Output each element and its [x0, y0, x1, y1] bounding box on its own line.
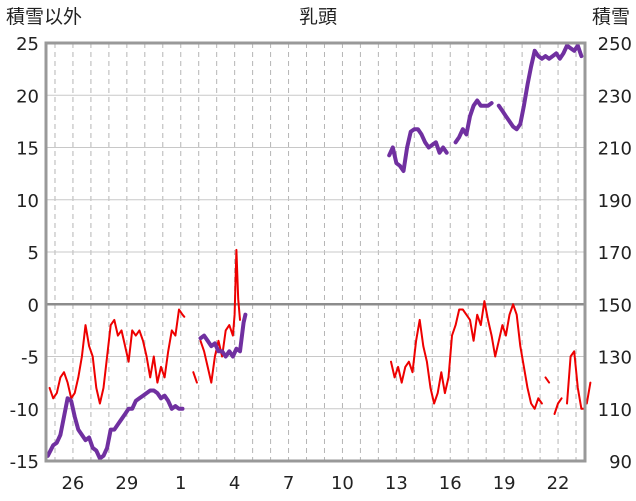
x-tick-label: 7 — [283, 473, 294, 494]
vertical-gridlines — [46, 42, 585, 462]
temperature-line-segment — [585, 381, 592, 405]
right-tick-label: 150 — [598, 295, 632, 316]
temperature-line-segment — [544, 376, 551, 384]
left-tick-label: 10 — [16, 191, 39, 212]
x-tick-label: 10 — [331, 473, 354, 494]
left-tick-label: 20 — [16, 86, 39, 107]
temperature-series — [48, 248, 592, 415]
snow_depth-line-segment — [387, 127, 449, 173]
x-tick-label: 13 — [385, 473, 408, 494]
left-tick-label: 15 — [16, 139, 39, 160]
left-tick-label: -5 — [21, 348, 39, 369]
left-tick-label: 0 — [28, 295, 39, 316]
temperature-line-segment — [199, 248, 241, 384]
right-tick-label: 90 — [609, 452, 632, 473]
x-tick-label: 16 — [439, 473, 462, 494]
x-axis-ticks: 26 29 1 4 7 10 13 16 19 22 — [61, 473, 569, 494]
right-tick-label: 230 — [598, 86, 632, 107]
right-tick-label: 210 — [598, 139, 632, 160]
x-tick-label: 4 — [229, 473, 240, 494]
right-axis-title: 積雪 — [592, 6, 630, 28]
snow_depth-line-segment — [198, 312, 248, 359]
right-tick-label: 190 — [598, 191, 632, 212]
snow_depth-line-segment — [45, 388, 185, 461]
snow_depth-line-segment — [496, 43, 584, 132]
right-tick-label: 170 — [598, 243, 632, 264]
temperature-line-segment — [390, 300, 543, 410]
x-tick-label: 26 — [61, 473, 84, 494]
left-tick-label: 5 — [28, 243, 39, 264]
left-tick-label: 25 — [16, 34, 39, 55]
temperature-line-segment — [566, 350, 586, 410]
right-tick-label: 110 — [598, 400, 632, 421]
chart-title: 乳頭 — [299, 6, 337, 28]
left-tick-label: -10 — [10, 400, 39, 421]
right-tick-label: 250 — [598, 34, 632, 55]
right-tick-label: 130 — [598, 348, 632, 369]
temperature-line-segment — [48, 308, 186, 405]
right-axis-ticks: 250 230 210 190 170 150 130 110 90 — [598, 34, 632, 473]
left-axis-title: 積雪以外 — [6, 6, 82, 28]
snow-depth-series — [45, 43, 584, 461]
left-tick-label: -15 — [10, 452, 39, 473]
x-tick-label: 22 — [547, 473, 570, 494]
x-tick-label: 29 — [115, 473, 138, 494]
left-axis-ticks: 25 20 15 10 5 0 -5 -10 -15 — [10, 34, 39, 473]
plot-frame — [44, 41, 587, 463]
snow_depth-line-segment — [453, 98, 494, 145]
temperature-line-segment — [192, 371, 198, 384]
temperature-line-segment — [553, 397, 563, 415]
x-tick-label: 19 — [493, 473, 516, 494]
x-tick-label: 1 — [175, 473, 186, 494]
